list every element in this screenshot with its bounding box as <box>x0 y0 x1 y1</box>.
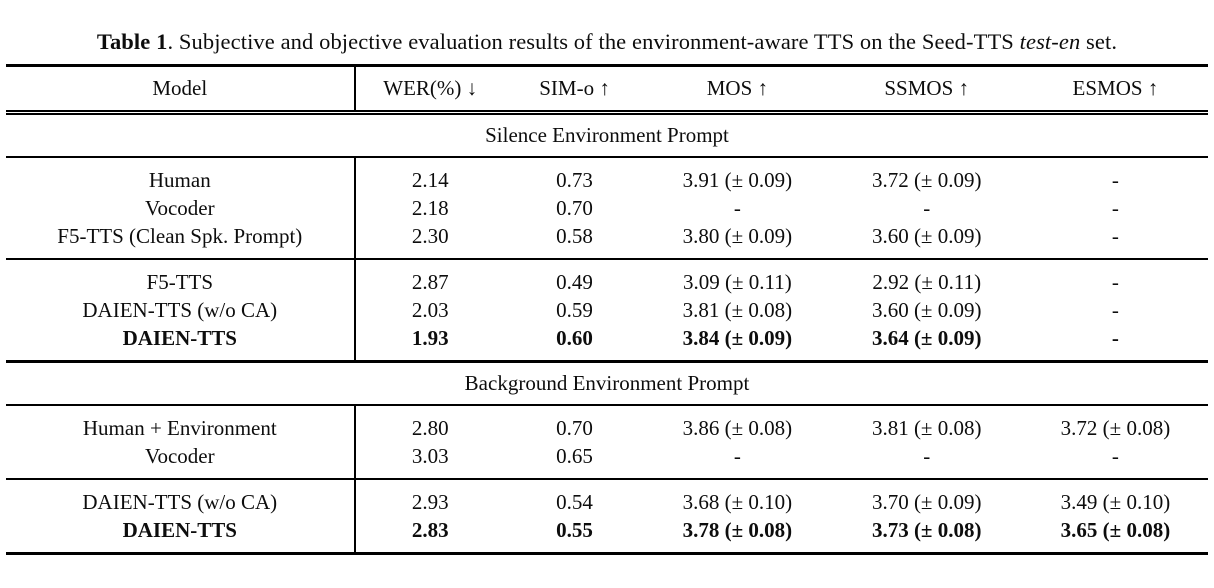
table-row: F5-TTS (Clean Spk. Prompt) 2.30 0.58 3.80 (… <box>6 222 1208 259</box>
cell-value: 3.68 (± 0.10) <box>682 490 793 514</box>
table-row: DAIEN-TTS 2.83 0.55 3.78 (± 0.08) 3.73 (± 0.… <box>6 516 1208 554</box>
cell-value: - <box>1111 270 1119 294</box>
cell-value: 3.65 (± 0.08) <box>1060 518 1171 542</box>
cell-model: DAIEN-TTS (w/o CA) <box>6 479 356 516</box>
cell-value: 0.70 <box>556 196 593 220</box>
cell-value: 3.80 (± 0.09) <box>682 224 793 248</box>
section-header: Silence Environment Prompt <box>6 113 1208 158</box>
cell-value: 3.60 (± 0.09) <box>871 224 982 248</box>
cell-value: 3.91 (± 0.09) <box>682 168 793 192</box>
table-row: Human 2.14 0.73 3.91 (± 0.09) 3.72 (± 0.09) - <box>6 157 1208 194</box>
cell-value: 0.60 <box>556 326 593 350</box>
row-group: DAIEN-TTS (w/o CA) 2.93 0.54 3.68 (± 0.10) 3… <box>6 479 1208 554</box>
table-row: DAIEN-TTS (w/o CA) 2.93 0.54 3.68 (± 0.10) 3… <box>6 479 1208 516</box>
cell-value: 0.49 <box>556 270 593 294</box>
cell-model: DAIEN-TTS <box>6 324 356 362</box>
table-caption: Table 1. Subjective and objective evalua… <box>0 27 1214 57</box>
section-title-row: Background Environment Prompt <box>6 362 1208 406</box>
header-ssmos: SSMOS ↑ <box>884 76 970 100</box>
cell-model: Vocoder <box>6 194 356 222</box>
cell-value: 3.72 (± 0.09) <box>871 168 982 192</box>
cell-value: 3.78 (± 0.08) <box>682 518 793 542</box>
cell-model: DAIEN-TTS (w/o CA) <box>6 296 356 324</box>
cell-value: - <box>1111 196 1119 220</box>
cell-model: Human + Environment <box>6 405 356 442</box>
row-group: Human 2.14 0.73 3.91 (± 0.09) 3.72 (± 0.09) -… <box>6 157 1208 259</box>
cell-value: 3.64 (± 0.09) <box>871 326 982 350</box>
section-title: Silence Environment Prompt <box>485 123 729 147</box>
table-row: DAIEN-TTS (w/o CA) 2.03 0.59 3.81 (± 0.08) 3… <box>6 296 1208 324</box>
header-row: Model WER(%) ↓ SIM-o ↑ MOS ↑ SSMOS ↑ ESM… <box>6 65 1208 113</box>
cell-value: 2.18 <box>411 196 449 220</box>
cell-value: 3.03 <box>411 444 449 468</box>
cell-value: 2.87 <box>411 270 449 294</box>
cell-model: DAIEN-TTS <box>6 516 356 554</box>
cell-value: - <box>733 196 741 220</box>
cell-value: 2.80 <box>411 416 449 440</box>
header-wer: WER(%) ↓ <box>383 76 478 100</box>
section-title-row: Silence Environment Prompt <box>6 113 1208 158</box>
cell-value: 3.73 (± 0.08) <box>871 518 982 542</box>
table-row: F5-TTS 2.87 0.49 3.09 (± 0.11) 2.92 (± 0.11)… <box>6 259 1208 296</box>
cell-value: - <box>1111 224 1119 248</box>
cell-value: - <box>733 444 741 468</box>
cell-model: F5-TTS (Clean Spk. Prompt) <box>6 222 356 259</box>
cell-value: - <box>1111 298 1119 322</box>
cell-value: - <box>923 444 931 468</box>
section-header: Background Environment Prompt <box>6 361 1208 406</box>
cell-model: Vocoder <box>6 442 356 479</box>
cell-value: 0.54 <box>556 490 593 514</box>
cell-value: 3.60 (± 0.09) <box>871 298 982 322</box>
table-caption-body: . Subjective and objective evaluation re… <box>167 29 1020 54</box>
cell-value: 0.59 <box>556 298 593 322</box>
section-title: Background Environment Prompt <box>464 371 750 395</box>
header-mos: MOS ↑ <box>706 76 769 100</box>
table-caption-dataset: test-en <box>1019 29 1081 54</box>
cell-value: 2.03 <box>411 298 449 322</box>
cell-value: 3.72 (± 0.08) <box>1060 416 1171 440</box>
cell-model: F5-TTS <box>6 259 356 296</box>
table-caption-tail: set. <box>1080 29 1118 54</box>
cell-model: Human <box>6 157 356 194</box>
cell-value: 3.49 (± 0.10) <box>1060 490 1171 514</box>
header-model: Model <box>6 65 356 113</box>
cell-value: - <box>923 196 931 220</box>
table-header-row: Model WER(%) ↓ SIM-o ↑ MOS ↑ SSMOS ↑ ESM… <box>6 65 1208 113</box>
cell-value: 3.81 (± 0.08) <box>871 416 982 440</box>
cell-value: 2.30 <box>411 224 449 248</box>
cell-value: 0.58 <box>556 224 593 248</box>
cell-value: - <box>1111 326 1119 350</box>
cell-value: 0.70 <box>556 416 593 440</box>
cell-value: - <box>1111 444 1119 468</box>
cell-value: 0.55 <box>556 518 593 542</box>
cell-value: 3.09 (± 0.11) <box>683 270 792 294</box>
header-esmos: ESMOS ↑ <box>1072 76 1159 100</box>
header-sim-o: SIM-o ↑ <box>539 76 610 100</box>
cell-value: 2.92 (± 0.11) <box>872 270 982 294</box>
table-caption-label: Table 1 <box>96 29 168 54</box>
cell-value: 3.81 (± 0.08) <box>682 298 793 322</box>
cell-value: - <box>1111 168 1119 192</box>
table-row: Vocoder 3.03 0.65 - - - <box>6 442 1208 479</box>
cell-value: 0.65 <box>556 444 593 468</box>
cell-value: 2.83 <box>411 518 449 542</box>
cell-value: 3.84 (± 0.09) <box>682 326 793 350</box>
cell-value: 3.86 (± 0.08) <box>682 416 793 440</box>
cell-value: 1.93 <box>411 326 449 350</box>
table-row: Human + Environment 2.80 0.70 3.86 (± 0.08)… <box>6 405 1208 442</box>
cell-value: 3.70 (± 0.09) <box>871 490 982 514</box>
table-row: Vocoder 2.18 0.70 - - - <box>6 194 1208 222</box>
cell-value: 2.14 <box>411 168 449 192</box>
results-table: Model WER(%) ↓ SIM-o ↑ MOS ↑ SSMOS ↑ ESM… <box>6 64 1208 555</box>
cell-value: 2.93 <box>411 490 449 514</box>
row-group: Human + Environment 2.80 0.70 3.86 (± 0.08)… <box>6 405 1208 479</box>
table-row: DAIEN-TTS 1.93 0.60 3.84 (± 0.09) 3.64 (± 0.… <box>6 324 1208 362</box>
cell-value: 0.73 <box>556 168 593 192</box>
row-group: F5-TTS 2.87 0.49 3.09 (± 0.11) 2.92 (± 0.11)… <box>6 259 1208 362</box>
